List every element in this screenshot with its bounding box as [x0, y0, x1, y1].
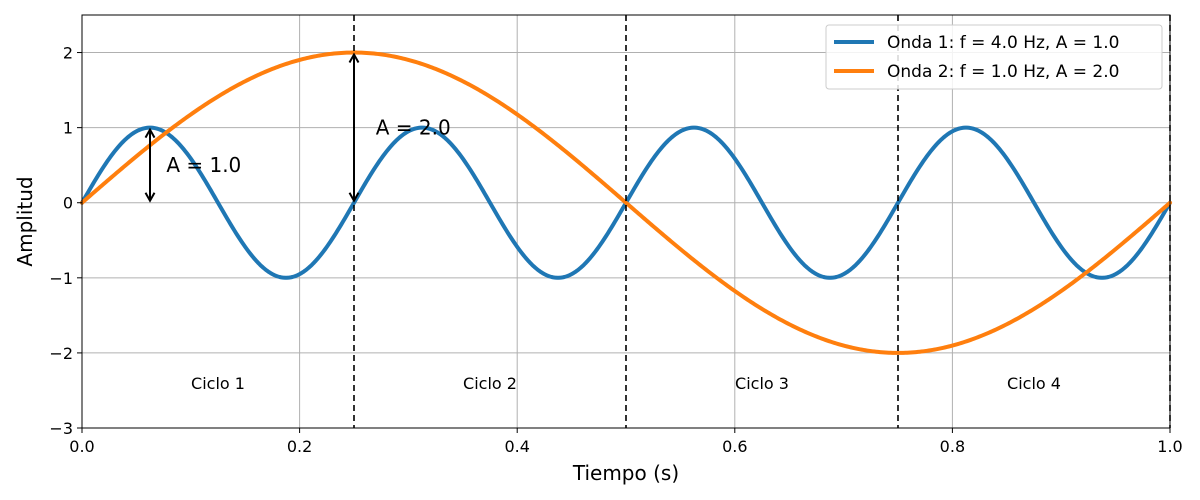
x-tick-label-5: 1.0	[1157, 437, 1182, 456]
amplitude-arrow-head-top-2	[348, 52, 360, 64]
series-line-2	[80, 50, 1172, 355]
cycle-label-1: Ciclo 1	[191, 374, 245, 393]
cycle-label-3: Ciclo 3	[735, 374, 789, 393]
annotations: Ciclo 1 Ciclo 2 Ciclo 3 Ciclo 4 A = 1.0 A = 2…	[144, 52, 1061, 393]
series-layer	[80, 50, 1172, 355]
y-axis-ticks: −3 −2 −1 0 1 2	[49, 44, 82, 438]
cycle-label-4: Ciclo 4	[1007, 374, 1061, 393]
legend-box	[825, 24, 1163, 90]
amplitude-arrow-head-top-1	[144, 127, 156, 139]
legend: Onda 1: f = 4.0 Hz, A = 1.0 Onda 2: f = …	[825, 24, 1163, 90]
cycle-label-2: Ciclo 2	[463, 374, 517, 393]
x-tick-label-2: 0.4	[504, 437, 529, 456]
y-tick-label-5: 2	[63, 44, 73, 63]
amplitude-annotation-1: A = 1.0	[166, 153, 241, 177]
y-tick-label-1: −2	[49, 344, 73, 363]
x-axis-ticks: 0.0 0.2 0.4 0.6 0.8 1.0	[69, 428, 1183, 456]
legend-label-onda-2: Onda 2: f = 1.0 Hz, A = 2.0	[887, 62, 1119, 82]
x-tick-label-4: 0.8	[940, 437, 965, 456]
legend-label-onda-1: Onda 1: f = 4.0 Hz, A = 1.0	[887, 33, 1119, 53]
plot-frame	[81, 14, 1171, 429]
y-tick-label-4: 1	[63, 119, 73, 138]
x-tick-label-0: 0.0	[69, 437, 94, 456]
x-axis-label: Tiempo (s)	[572, 461, 679, 485]
amplitude-arrow-head-bottom-1	[144, 192, 156, 203]
x-tick-label-1: 0.2	[287, 437, 312, 456]
amplitude-annotation-2: A = 2.0	[376, 116, 451, 140]
y-axis-label: Amplitud	[13, 176, 37, 266]
y-tick-label-3: 0	[63, 194, 73, 213]
y-tick-label-0: −3	[49, 419, 73, 438]
amplitude-arrow-head-bottom-2	[348, 192, 360, 203]
y-tick-label-2: −1	[49, 269, 73, 288]
x-tick-label-3: 0.6	[722, 437, 747, 456]
